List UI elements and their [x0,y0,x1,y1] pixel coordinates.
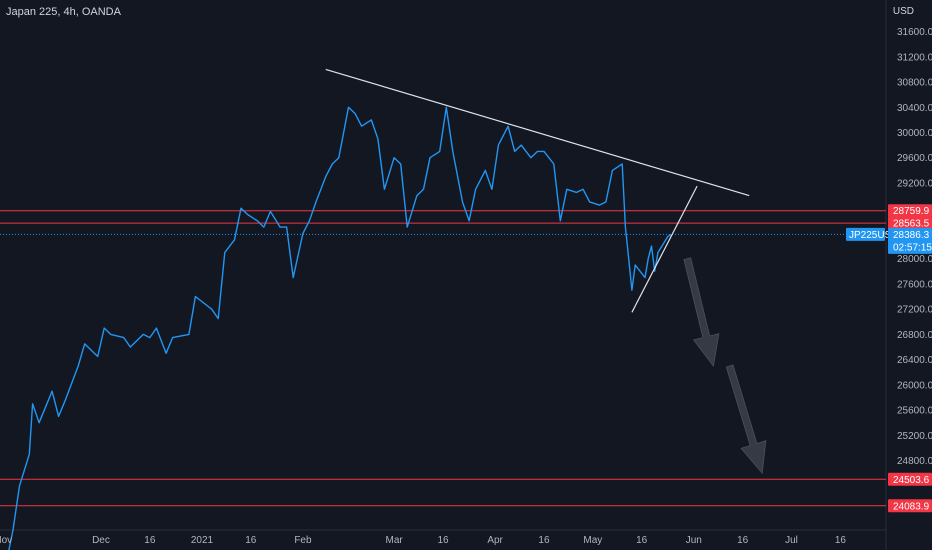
x-tick-label: Jul [785,535,798,546]
y-tick-label: 28000.0 [897,254,932,265]
trendline-1[interactable] [631,185,698,313]
price-labels: 28759.9 28563.5 24503.6 24083.9 JP225USD2838… [846,204,932,513]
x-tick-label: Jun [686,535,702,546]
x-tick-label: 16 [144,535,156,546]
x-tick-label: 2021 [191,535,214,546]
y-tick-label: 31200.0 [897,52,932,63]
y-tick-label: 29200.0 [897,178,932,189]
last-price-label: 28386.3 [893,230,930,241]
level-price-label: 28563.5 [893,219,930,230]
symbol-title[interactable]: Japan 225, 4h, OANDA [6,6,121,18]
bar-countdown-label: 02:57:15 [893,242,932,253]
x-tick-label: Nov [0,535,12,546]
y-tick-label: 30400.0 [897,103,932,114]
series-layer [8,106,672,550]
x-tick-label: May [583,535,602,546]
horizontal-levels [0,210,886,507]
y-tick-label: 30800.0 [897,78,932,89]
y-tick-label: 26000.0 [897,380,932,391]
currency-badge[interactable]: USD [892,6,914,17]
y-tick-label: 25600.0 [897,406,932,417]
x-tick-label: 16 [636,535,648,546]
x-tick-label: Dec [92,535,110,546]
drawings-layer [325,68,767,475]
level-price-label: 24503.6 [893,475,930,486]
x-tick-label: 16 [737,535,749,546]
y-tick-label: 30000.0 [897,128,932,139]
trendline-0[interactable] [325,68,750,197]
level-price-box-3 [888,499,932,513]
y-tick-label: 29600.0 [897,153,932,164]
down-arrow-0[interactable] [683,257,720,367]
level-price-box-2 [888,472,932,486]
last-price-box [888,227,932,254]
level-price-label: 24083.9 [893,501,930,512]
y-tick-label: 27600.0 [897,279,932,290]
series-line-0 [8,106,672,550]
level-price-box-1 [888,216,932,230]
symbol-tag-label: JP225USD [849,230,898,241]
level-price-box-0 [888,204,932,218]
x-tick-label: 16 [538,535,550,546]
x-tick-label: Mar [386,535,404,546]
x-tick-label: 16 [835,535,847,546]
x-tick-label: 16 [437,535,449,546]
time-axis[interactable]: Nov Dec 16 2021 16 Feb Mar 16 Apr 16 May 16 Jun 16 Jul… [0,535,846,546]
down-arrow-1[interactable] [725,364,767,475]
y-tick-label: 25200.0 [897,431,932,442]
x-tick-label: 16 [245,535,257,546]
symbol-tag-box [846,227,885,241]
y-tick-label: 26400.0 [897,355,932,366]
y-tick-label: 24800.0 [897,456,932,467]
level-price-label: 28759.9 [893,206,930,217]
x-tick-label: Apr [487,535,503,546]
y-tick-label: 31600.0 [897,27,932,38]
y-tick-label: 26800.0 [897,330,932,341]
y-tick-label: 27200.0 [897,305,932,316]
x-tick-label: Feb [294,535,312,546]
